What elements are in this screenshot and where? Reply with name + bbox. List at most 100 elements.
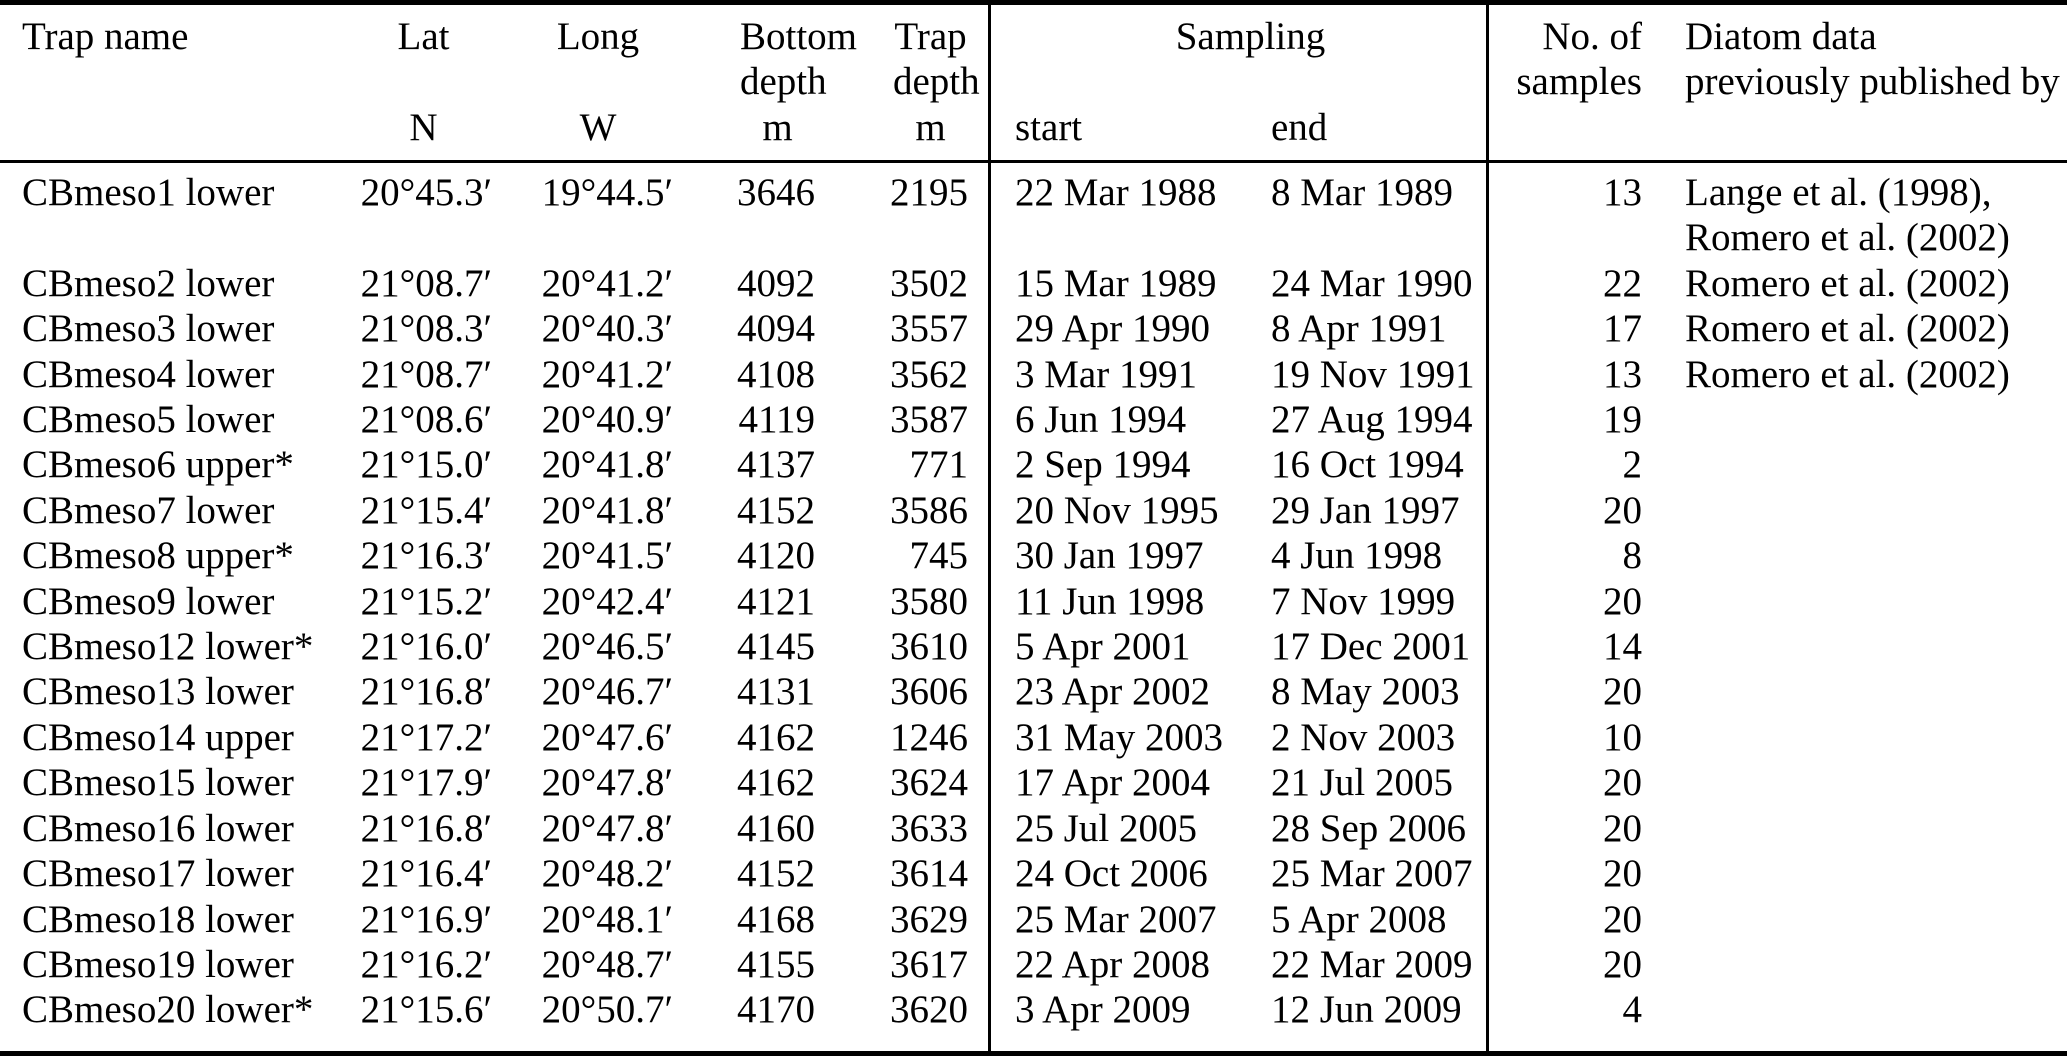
- cell-samples: 8: [1622, 534, 1643, 578]
- header-sampling-end: end: [1271, 105, 1328, 149]
- cell-published: [1642, 579, 2067, 624]
- cell-samples: 4: [1622, 988, 1643, 1032]
- cell-long: 20°41.8′: [541, 488, 673, 532]
- cell-samples: 19: [1603, 398, 1642, 442]
- cell-bottom-depth: 4094: [737, 307, 815, 351]
- cell-long: 20°47.6′: [541, 715, 673, 759]
- cell-lat: 21°15.6′: [360, 988, 492, 1032]
- cell-published: [1642, 806, 2067, 851]
- cell-published: [1642, 624, 2067, 669]
- cell-end: 2 Nov 2003: [1271, 715, 1456, 759]
- cell-bottom-depth: 4160: [737, 806, 815, 850]
- cell-end: 7 Nov 1999: [1271, 579, 1456, 623]
- header-bottom-depth-line1: Bottom: [675, 14, 857, 59]
- header-published-line2: previously published by: [1685, 60, 2060, 104]
- cell-start: 25 Jul 2005: [1015, 806, 1198, 850]
- table-row: CBmeso5 lower 21°08.6′ 20°40.9′ 4119 3587 6 J…: [0, 397, 2067, 442]
- cell-long: 20°48.2′: [541, 852, 673, 896]
- cell-name: CBmeso6 upper*: [22, 443, 294, 487]
- cell-trap-depth: 3610: [890, 625, 968, 669]
- cell-start: 24 Oct 2006: [1015, 852, 1208, 896]
- cell-lat: 21°15.2′: [360, 579, 492, 623]
- header-long-label: Long: [556, 15, 640, 58]
- table-row: CBmeso4 lower 21°08.7′ 20°41.2′ 4108 3562 3 M…: [0, 352, 2067, 397]
- cell-lat: 21°16.2′: [360, 942, 492, 986]
- cell-published: [1642, 897, 2067, 942]
- cell-lat: 21°08.7′: [360, 261, 492, 305]
- cell-name: CBmeso7 lower: [22, 488, 275, 532]
- cell-long: 20°41.2′: [541, 352, 673, 396]
- cell-end: 16 Oct 1994: [1271, 443, 1464, 487]
- cell-long: 20°41.5′: [541, 534, 673, 578]
- cell-name: CBmeso4 lower: [22, 352, 275, 396]
- header-samples-line2: samples: [1516, 60, 1642, 104]
- cell-published: [1642, 533, 2067, 578]
- cell-name: CBmeso14 upper: [22, 715, 294, 759]
- cell-start: 5 Apr 2001: [1015, 625, 1191, 669]
- cell-end: 17 Dec 2001: [1271, 625, 1471, 669]
- cell-trap-depth: 3587: [890, 398, 968, 442]
- header-lat: Lat: [397, 15, 450, 58]
- cell-long: 20°46.7′: [541, 670, 673, 714]
- cell-published: [1642, 942, 2067, 987]
- cell-samples: 20: [1603, 761, 1642, 805]
- cell-published: Romero et al. (2002): [1685, 307, 2010, 351]
- table-row: CBmeso9 lower 21°15.2′ 20°42.4′ 4121 3580 11 …: [0, 579, 2067, 624]
- table-row: CBmeso1 lower 20°45.3′ 19°44.5′ 3646 2195 22 …: [0, 170, 2067, 261]
- header-trap-depth-label2: depth: [893, 60, 980, 104]
- header-lat-unit: N: [409, 105, 438, 149]
- header-trap-depth-line2: depth: [820, 59, 980, 104]
- header-trap-depth-unit-label: m: [915, 105, 946, 149]
- cell-trap-depth: 3620: [890, 988, 968, 1032]
- cell-published: [1642, 715, 2067, 760]
- cell-published: Lange et al. (1998), Romero et al. (2002…: [1685, 171, 2010, 260]
- cell-trap-depth: 3586: [890, 488, 968, 532]
- cell-end: 27 Aug 1994: [1271, 398, 1473, 442]
- header-trap-depth-line1: Trap: [820, 14, 970, 59]
- cell-samples: 20: [1603, 579, 1642, 623]
- cell-start: 3 Mar 1991: [1015, 352, 1197, 396]
- table-row: CBmeso19 lower 21°16.2′ 20°48.7′ 4155 3617 22…: [0, 942, 2067, 987]
- header-trap-depth-unit: m: [820, 105, 970, 150]
- cell-samples: 13: [1603, 352, 1642, 396]
- header-bottom-depth-unit-label: m: [762, 105, 793, 149]
- cell-start: 23 Apr 2002: [1015, 670, 1210, 714]
- cell-end: 22 Mar 2009: [1271, 942, 1473, 986]
- table-row: CBmeso18 lower 21°16.9′ 20°48.1′ 4168 3629 25…: [0, 897, 2067, 942]
- cell-published: [1642, 987, 2067, 1032]
- table-header: Trap name Lat N Long W Bottom depth m Tr…: [0, 14, 2067, 150]
- cell-trap-depth: 3502: [890, 261, 968, 305]
- cell-end: 12 Jun 2009: [1271, 988, 1462, 1032]
- cell-samples: 2: [1622, 443, 1643, 487]
- cell-bottom-depth: 4152: [737, 488, 815, 532]
- table-row: CBmeso16 lower 21°16.8′ 20°47.8′ 4160 3633 25…: [0, 806, 2067, 851]
- table-row: CBmeso15 lower 21°17.9′ 20°47.8′ 4162 3624 17…: [0, 760, 2067, 805]
- cell-start: 30 Jan 1997: [1015, 534, 1204, 578]
- cell-samples: 20: [1603, 806, 1642, 850]
- cell-end: 19 Nov 1991: [1271, 352, 1475, 396]
- header-rule: [0, 160, 2067, 163]
- table-body: CBmeso1 lower 20°45.3′ 19°44.5′ 3646 2195 22 …: [0, 170, 2067, 1033]
- cell-published: [1642, 397, 2067, 442]
- cell-trap-depth: 3562: [890, 352, 968, 396]
- cell-lat: 20°45.3′: [360, 171, 492, 214]
- cell-samples: 13: [1603, 171, 1642, 214]
- table-row: CBmeso12 lower* 21°16.0′ 20°46.5′ 4145 3610 5…: [0, 624, 2067, 669]
- cell-samples: 14: [1603, 625, 1642, 669]
- cell-bottom-depth: 3646: [737, 171, 815, 214]
- cell-long: 20°48.1′: [541, 897, 673, 941]
- table-row: CBmeso3 lower 21°08.3′ 20°40.3′ 4094 3557 29 …: [0, 306, 2067, 351]
- cell-lat: 21°08.3′: [360, 307, 492, 351]
- cell-start: 22 Mar 1988: [1015, 171, 1217, 214]
- header-sampling: Sampling: [1175, 15, 1326, 58]
- cell-start: 22 Apr 2008: [1015, 942, 1210, 986]
- cell-start: 31 May 2003: [1015, 715, 1223, 759]
- cell-lat: 21°16.4′: [360, 852, 492, 896]
- cell-long: 20°40.3′: [541, 307, 673, 351]
- vertical-rule-sampling-left: [988, 5, 991, 1051]
- cell-published: [1642, 851, 2067, 896]
- header-long-unit-label: W: [579, 105, 617, 149]
- cell-trap-depth: 745: [909, 534, 969, 578]
- cell-bottom-depth: 4108: [737, 352, 815, 396]
